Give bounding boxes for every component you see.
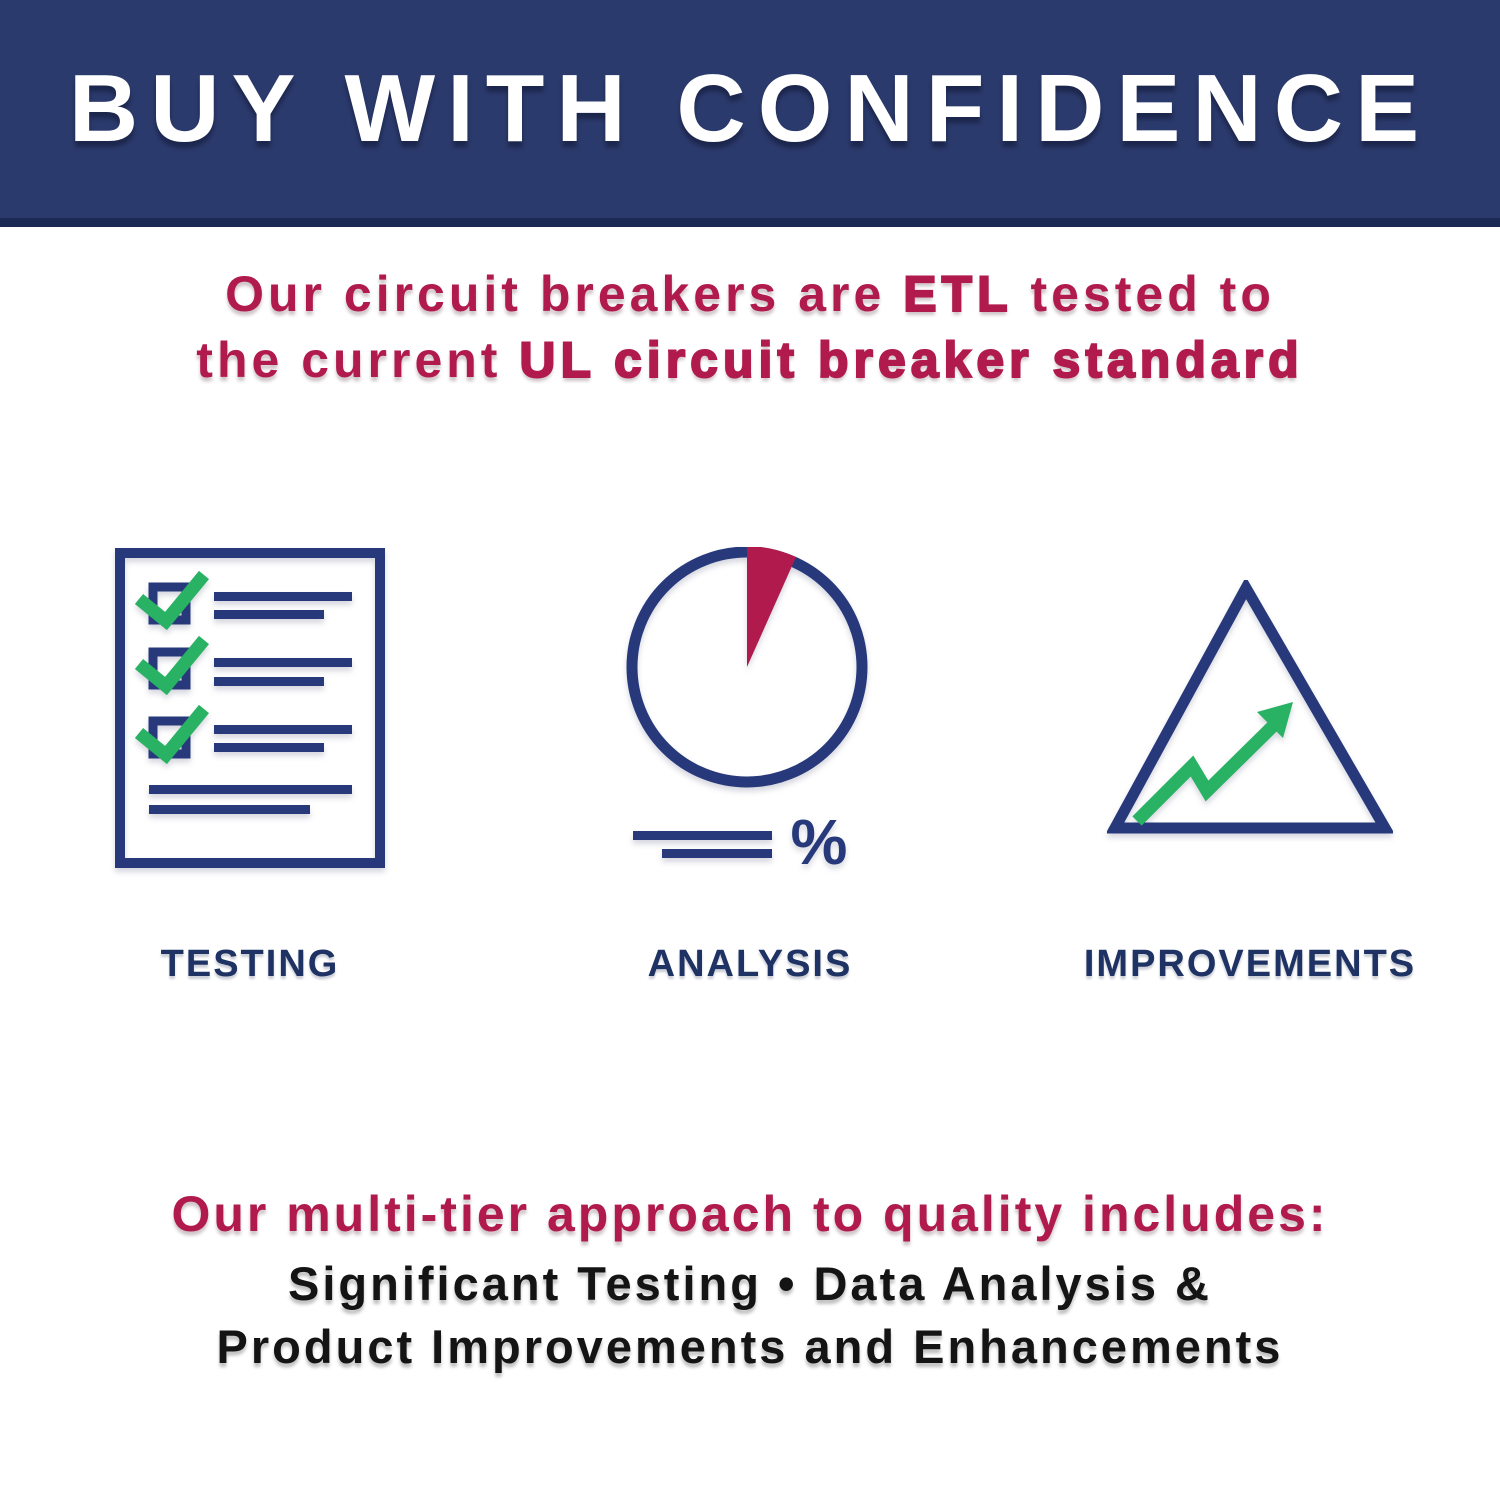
growth-triangle-icon	[1107, 580, 1393, 834]
feature-improvements: IMPROVEMENTS	[1000, 543, 1500, 986]
headline-line1-text: Our circuit breakers are	[225, 266, 904, 322]
headline-line2-text: the current	[196, 332, 520, 388]
features-row: TESTING % ANALYSIS	[0, 543, 1500, 986]
headline-line1-tail: tested to	[1012, 266, 1275, 322]
feature-label-testing: TESTING	[160, 943, 340, 985]
headline-line1-emphasis: ETL	[902, 265, 1013, 323]
feature-label-improvements: IMPROVEMENTS	[1083, 943, 1417, 985]
headline-line2-emphasis: UL circuit breaker standard	[518, 331, 1304, 389]
banner-title: BUY WITH CONFIDENCE	[68, 55, 1432, 162]
checklist-icon-box	[115, 543, 385, 873]
footer-intro: Our multi-tier approach to quality inclu…	[171, 1186, 1329, 1242]
footer-line-2: Product Improvements and Enhancements	[216, 1320, 1284, 1373]
headline-line-1: Our circuit breakers are ETL tested to	[0, 261, 1500, 327]
footer-strong: Significant Testing • Data Analysis & Pr…	[0, 1252, 1500, 1378]
headline-line-2: the current UL circuit breaker standard	[0, 327, 1500, 393]
footer: Our multi-tier approach to quality inclu…	[0, 1186, 1500, 1378]
headline: Our circuit breakers are ETL tested to t…	[0, 261, 1500, 393]
feature-analysis: % ANALYSIS	[500, 543, 1000, 986]
pie-chart-icon: %	[626, 547, 868, 869]
feature-label-analysis: ANALYSIS	[647, 943, 853, 985]
checklist-icon	[115, 548, 385, 868]
pie-chart-icon-box: %	[625, 543, 875, 873]
footer-line-1: Significant Testing • Data Analysis &	[288, 1257, 1212, 1310]
growth-triangle-icon-box	[1107, 543, 1393, 873]
feature-testing: TESTING	[0, 543, 500, 986]
percent-glyph: %	[791, 806, 848, 869]
banner: BUY WITH CONFIDENCE	[0, 0, 1500, 227]
